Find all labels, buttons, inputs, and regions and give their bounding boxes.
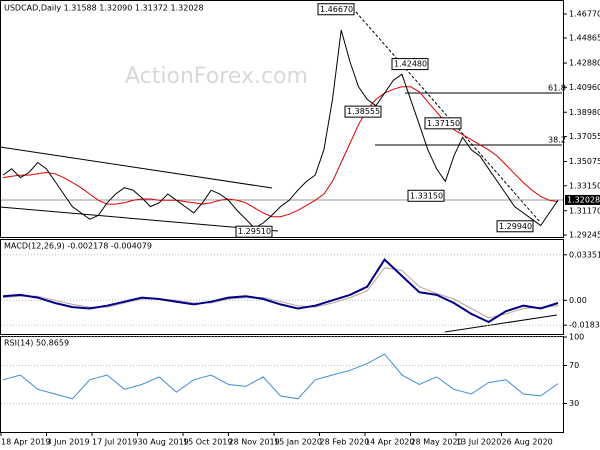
x-tick-label: 28 May 2020 [411, 438, 463, 447]
x-tick-label: 15 Oct 2019 [183, 438, 232, 447]
fib-label: 61.8 [548, 84, 566, 93]
rsi-title: RSI(14) 50.8659 [4, 339, 69, 348]
annotation-label: 1.42480 [394, 60, 427, 69]
annotation-label: 1.38555 [347, 107, 380, 116]
annotation-label: 1.37150 [427, 119, 460, 128]
annotation-box [317, 3, 355, 16]
x-tick-label: 15 Jan 2020 [274, 438, 322, 447]
y-tick-label: 1.38980 [569, 108, 600, 117]
annotation-box [496, 220, 534, 233]
x-tick-label: 28 Feb 2020 [320, 438, 370, 447]
last-price-box [565, 194, 600, 205]
x-tick-label: 13 Jul 2020 [456, 438, 501, 447]
watermark: ActionForex.com [125, 64, 308, 89]
y-tick-label: 1.31170 [569, 206, 600, 215]
fib-label: 38.2 [548, 136, 566, 145]
y-tick-label: 100 [569, 333, 584, 342]
annotation-box [344, 105, 382, 118]
y-tick-label: 0.033515 [569, 250, 600, 259]
x-tick-label: 3 Jun 2019 [47, 438, 90, 447]
annotation-box [407, 189, 445, 202]
series-line [2, 267, 559, 319]
x-tick-label: 30 Aug 2019 [138, 438, 189, 447]
y-tick-label: 1.42880 [569, 59, 600, 68]
annotation-box [391, 58, 429, 71]
annotation-label: 1.33150 [410, 191, 443, 200]
y-tick-label: -0.018324 [569, 321, 600, 330]
trend-line [444, 314, 558, 333]
x-tick-label: 17 Jul 2019 [92, 438, 137, 447]
series-line [2, 86, 559, 218]
y-tick-label: 1.29245 [569, 231, 600, 240]
series-line [2, 258, 559, 324]
y-tick-label: 1.37055 [569, 132, 600, 141]
header: USDCAD,Daily 1.31588 1.32090 1.31372 1.3… [4, 4, 204, 13]
y-tick-label: 30 [569, 399, 579, 408]
x-tick-label: 26 Aug 2020 [502, 438, 553, 447]
macd-panel [0, 239, 564, 335]
y-tick-label: 0.00 [569, 296, 587, 305]
y-tick-label: 70 [569, 361, 579, 370]
annotation-label: 1.29940 [499, 222, 532, 231]
x-tick-label: 14 Apr 2020 [365, 438, 414, 447]
main-panel [0, 0, 564, 238]
annotation-box [235, 225, 273, 238]
annotation-label: 1.29510 [238, 227, 271, 236]
last-price-label: 1.32028 [567, 195, 600, 204]
annotation-box [424, 117, 462, 130]
x-tick-label: 28 Nov 2019 [229, 438, 280, 447]
y-tick-label: 1.44865 [569, 34, 600, 43]
x-tick-label: 18 Apr 2019 [1, 438, 50, 447]
y-tick-label: 1.46770 [569, 9, 600, 18]
annotation-label: 1.46670 [320, 5, 353, 14]
trend-line [0, 146, 273, 189]
trend-line [355, 11, 541, 223]
series-line [2, 353, 559, 400]
series-line [2, 29, 559, 229]
trend-line [0, 206, 279, 232]
y-tick-label: 1.33150 [569, 181, 600, 190]
y-tick-label: 1.35075 [569, 157, 600, 166]
macd-title: MACD(12,26,9) -0.002178 -0.004079 [4, 242, 152, 251]
y-tick-label: 1.40960 [569, 83, 600, 92]
rsi-panel [0, 336, 564, 433]
